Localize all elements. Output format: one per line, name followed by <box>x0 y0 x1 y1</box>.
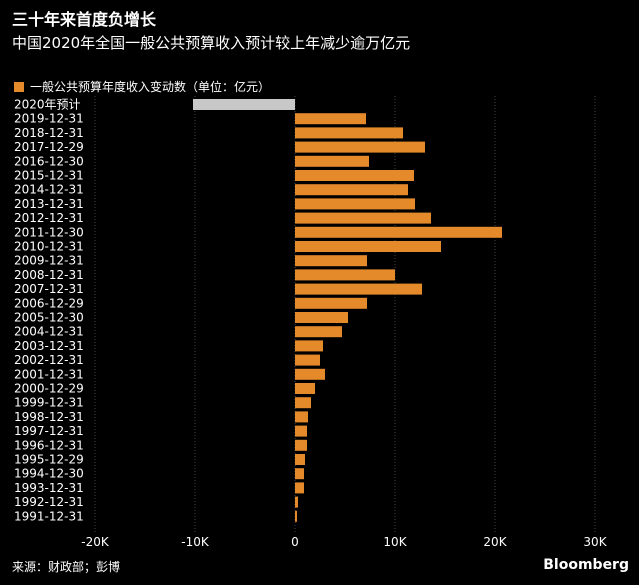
bar <box>295 226 502 238</box>
category-label: 2020年预计 <box>14 98 81 112</box>
category-label: 1991-12-31 <box>14 509 84 523</box>
x-tick-label: -10K <box>181 535 210 549</box>
bar <box>295 326 342 338</box>
category-label: 2010-12-31 <box>14 240 84 254</box>
legend: 一般公共预算年度收入变动数（单位：亿元） <box>14 78 270 95</box>
category-label: 2011-12-30 <box>14 225 84 239</box>
bar <box>295 354 320 366</box>
category-label: 2009-12-31 <box>14 254 84 268</box>
bar <box>295 212 431 224</box>
category-label: 2000-12-29 <box>14 382 84 396</box>
bar <box>295 468 304 480</box>
bar <box>295 269 395 281</box>
bar <box>295 113 366 125</box>
category-label: 2014-12-31 <box>14 183 84 197</box>
legend-label: 一般公共预算年度收入变动数（单位：亿元） <box>30 80 271 94</box>
bar <box>295 241 441 252</box>
source-note: 来源：财政部；彭博 <box>12 560 121 574</box>
bar <box>295 368 325 380</box>
category-label: 2015-12-31 <box>14 169 84 183</box>
category-label: 2008-12-31 <box>14 268 84 282</box>
bar <box>295 439 307 451</box>
bar <box>295 198 415 210</box>
category-label: 1992-12-31 <box>14 495 84 509</box>
bar <box>295 155 369 167</box>
bar <box>193 99 295 110</box>
chart-title: 三十年来首度负增长 <box>12 10 157 29</box>
x-tick-label: 0 <box>291 535 299 549</box>
bar <box>295 425 307 437</box>
category-label: 2013-12-31 <box>14 197 84 211</box>
category-label: 2019-12-31 <box>14 112 84 126</box>
category-label: 2005-12-30 <box>14 311 84 325</box>
bar <box>295 312 348 323</box>
category-label: 1996-12-31 <box>14 438 84 452</box>
category-label: 2007-12-31 <box>14 282 84 296</box>
category-label: 2001-12-31 <box>14 367 84 381</box>
bar <box>295 383 315 394</box>
bar <box>295 127 403 139</box>
legend-swatch <box>14 81 24 92</box>
category-label: 2018-12-31 <box>14 126 84 140</box>
category-label: 2002-12-31 <box>14 353 84 367</box>
bar <box>295 170 414 181</box>
category-label: 1998-12-31 <box>14 410 84 424</box>
category-label: 2004-12-31 <box>14 325 84 339</box>
category-label: 2017-12-29 <box>14 140 84 154</box>
category-label: 1994-12-30 <box>14 467 84 481</box>
bar <box>295 297 367 309</box>
category-label: 2016-12-30 <box>14 154 84 168</box>
x-tick-label: 20K <box>483 535 507 549</box>
category-label: 2012-12-31 <box>14 211 84 225</box>
bar <box>295 411 308 423</box>
bar <box>295 454 305 465</box>
bar <box>295 397 311 409</box>
bar <box>295 255 367 267</box>
bar <box>295 496 298 508</box>
bar <box>295 141 425 153</box>
category-label: 2003-12-31 <box>14 339 84 353</box>
bar <box>295 184 408 196</box>
bar <box>295 283 422 295</box>
category-label: 1997-12-31 <box>14 424 84 438</box>
chart-subtitle: 中国2020年全国一般公共预算收入预计较上年减少逾万亿元 <box>12 34 411 52</box>
category-label: 2006-12-29 <box>14 296 84 310</box>
bar <box>295 482 304 494</box>
category-label: 1995-12-29 <box>14 453 84 467</box>
bloomberg-logo: Bloomberg <box>543 557 629 573</box>
category-label: 1993-12-31 <box>14 481 84 495</box>
x-tick-label: -20K <box>81 535 110 549</box>
x-tick-label: 30K <box>583 535 607 549</box>
category-label: 1999-12-31 <box>14 396 84 410</box>
bar <box>295 340 323 352</box>
x-tick-label: 10K <box>383 535 407 549</box>
bar <box>295 510 297 522</box>
